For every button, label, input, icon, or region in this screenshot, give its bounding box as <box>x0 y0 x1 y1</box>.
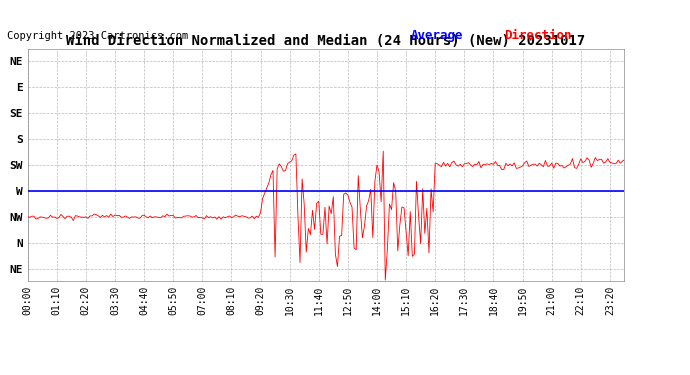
Text: Direction: Direction <box>504 29 571 42</box>
Text: Copyright 2023 Cartronics.com: Copyright 2023 Cartronics.com <box>7 32 188 41</box>
Text: Average: Average <box>411 29 463 42</box>
Title: Wind Direction Normalized and Median (24 Hours) (New) 20231017: Wind Direction Normalized and Median (24… <box>66 34 586 48</box>
